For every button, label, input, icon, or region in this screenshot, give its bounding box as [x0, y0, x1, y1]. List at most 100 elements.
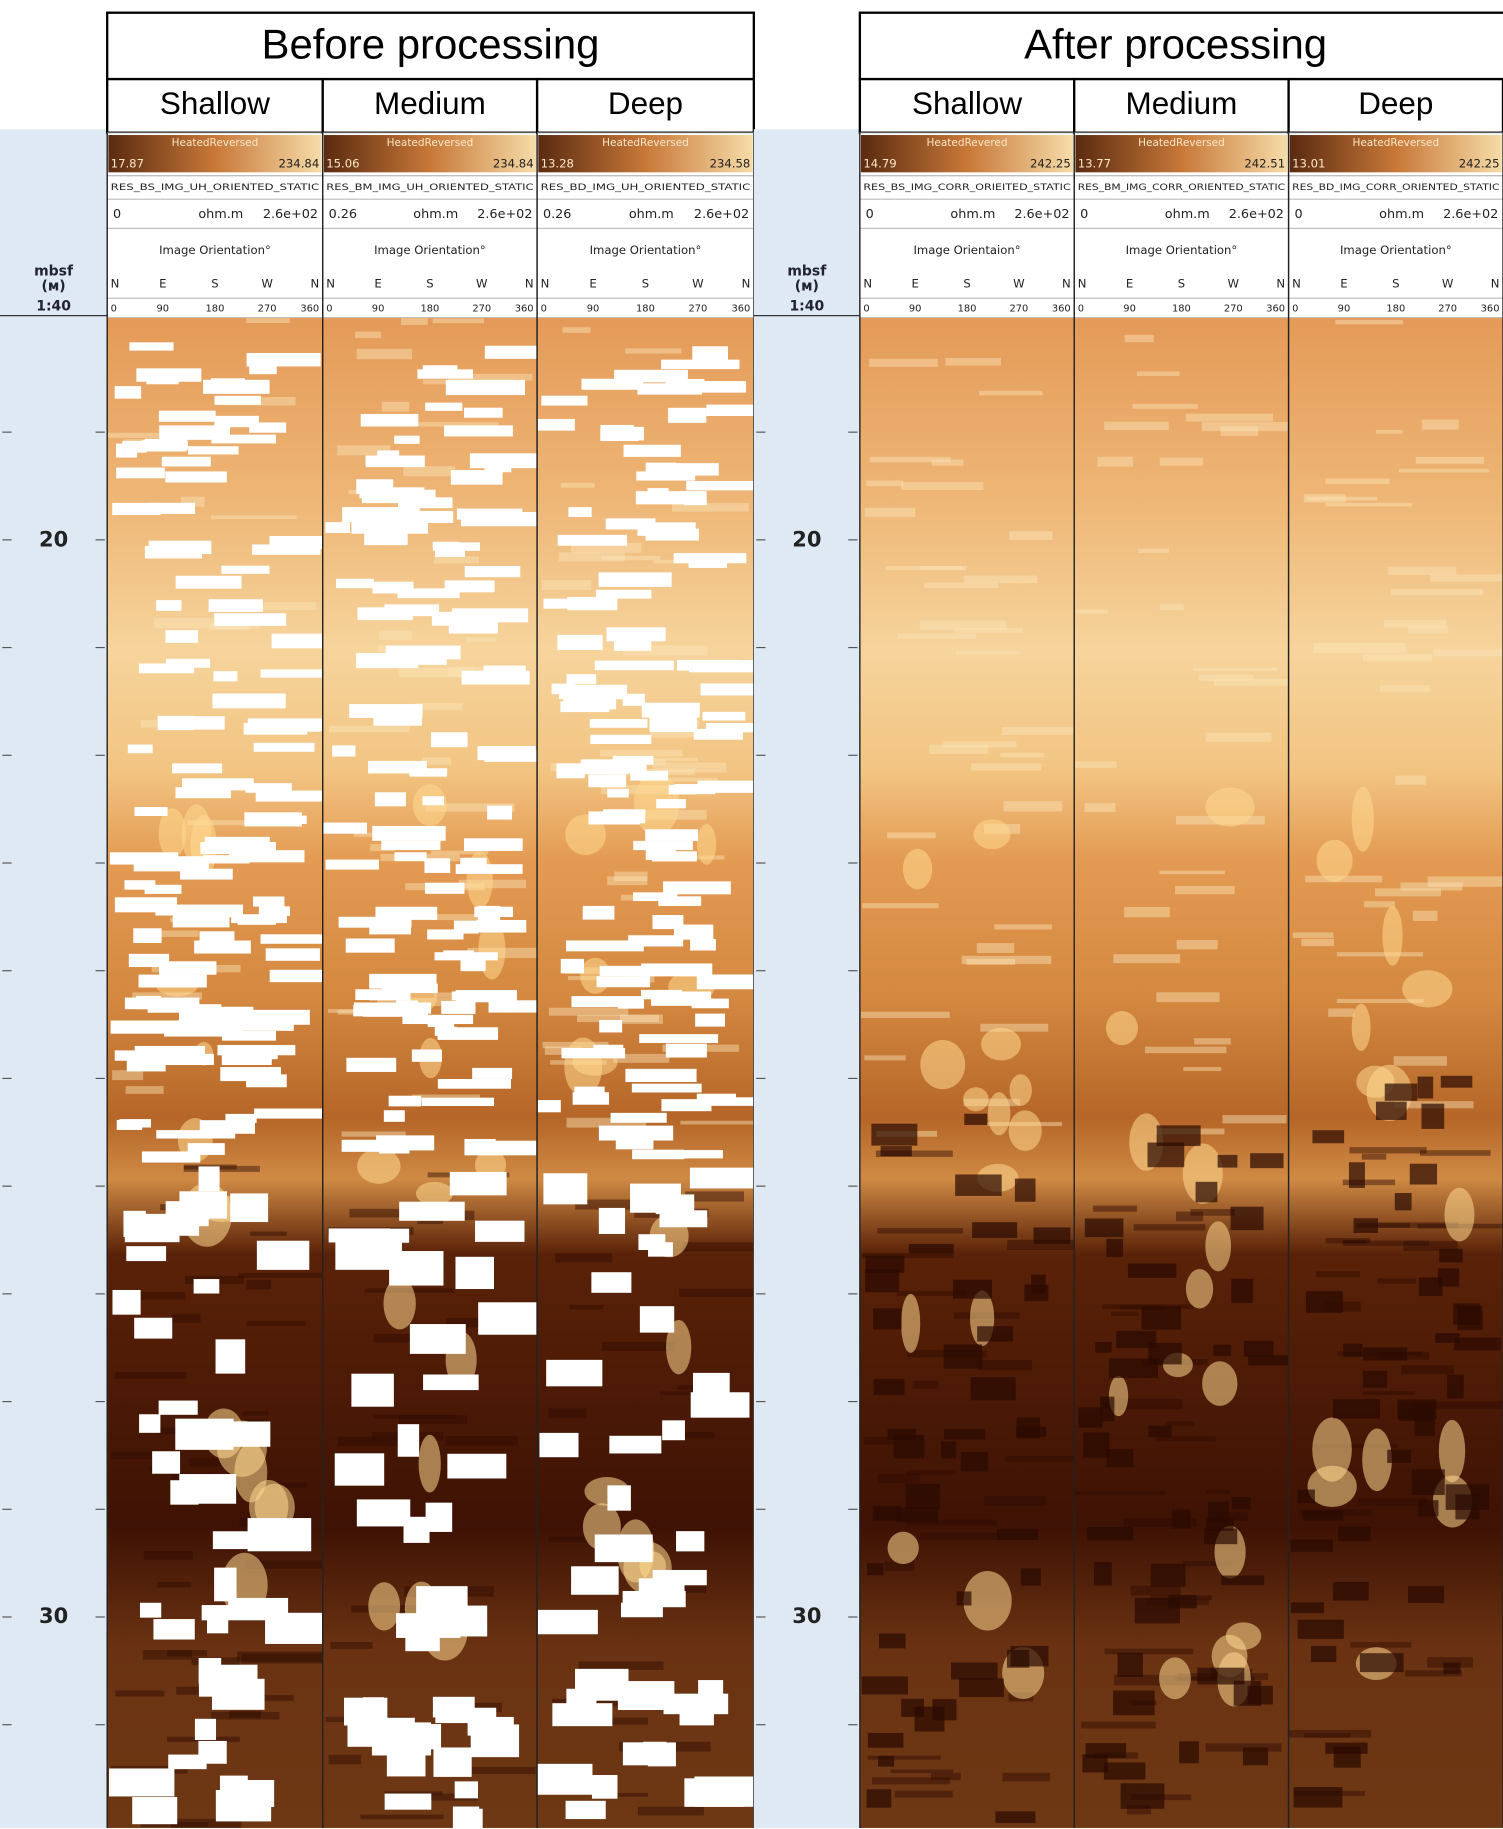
orientation-title: Image Orientation°: [1340, 243, 1452, 257]
bright-spot: [1202, 1361, 1238, 1406]
gap-block: [186, 1006, 254, 1021]
scale-min: 0: [1080, 207, 1088, 222]
bright-spot: [1009, 1074, 1032, 1106]
compass-label: N: [1292, 277, 1301, 291]
gap-block: [594, 1534, 653, 1563]
gap-block: [546, 1359, 603, 1387]
texture-streak: [1001, 727, 1093, 735]
gap-block: [141, 1151, 201, 1163]
texture-streak: [1175, 1211, 1204, 1222]
bright-spot: [902, 848, 933, 890]
gap-block: [572, 1092, 610, 1105]
gap-block: [399, 1201, 465, 1221]
gap-block: [435, 1707, 497, 1724]
panel-title-box: [858, 11, 1503, 81]
gap-block: [425, 1502, 453, 1532]
gap-block: [427, 929, 464, 940]
gap-block: [571, 996, 643, 1008]
dark-block: [1290, 1602, 1324, 1614]
gap-block: [593, 1044, 624, 1057]
compass-label: N: [1276, 277, 1285, 291]
texture-streak: [1130, 1585, 1181, 1596]
compass-label: S: [963, 277, 970, 291]
dark-block: [1325, 1742, 1368, 1754]
dark-block: [1206, 1518, 1234, 1531]
texture-streak: [1159, 870, 1225, 875]
dark-block: [866, 1563, 884, 1576]
gap-block: [362, 1002, 420, 1017]
gap-block: [364, 532, 408, 546]
color-min: 14.79: [863, 157, 896, 171]
gap-block: [116, 467, 165, 479]
texture-streak: [1377, 1278, 1417, 1284]
gap-block: [575, 1668, 629, 1701]
texture-streak: [901, 481, 984, 491]
dark-block: [1233, 1680, 1262, 1706]
degree-label: 90: [1123, 304, 1136, 315]
gap-block: [464, 1139, 496, 1154]
texture-streak: [1292, 932, 1334, 938]
dark-block: [1172, 1509, 1191, 1529]
curve-name: RES_BD_IMG_UH_ORIENTED_STATIC: [541, 183, 751, 193]
depth-header: mbsf: [34, 263, 74, 279]
gap-block: [411, 1049, 442, 1062]
gap-block: [161, 456, 211, 467]
dark-block: [1014, 1178, 1036, 1202]
dark-block: [960, 1452, 989, 1472]
gap-block: [269, 969, 333, 983]
gap-block: [444, 425, 513, 437]
gap-block: [424, 882, 465, 894]
texture-streak: [977, 1359, 1033, 1371]
dark-block: [893, 1434, 925, 1459]
texture-streak: [1007, 1239, 1096, 1250]
gap-block: [357, 607, 413, 621]
gap-block: [417, 369, 473, 379]
scale-min: 0.26: [543, 207, 572, 222]
gap-block: [674, 784, 716, 795]
gap-block: [690, 938, 716, 951]
gap-block: [437, 1078, 511, 1089]
gap-block: [424, 858, 451, 873]
gap-block: [689, 1167, 758, 1189]
texture-streak: [637, 1806, 704, 1816]
gap-block: [170, 1480, 199, 1505]
texture-streak: [862, 903, 939, 909]
gap-block: [453, 920, 479, 934]
texture-streak: [640, 777, 718, 782]
gap-block: [159, 961, 217, 975]
curve-name: RES_BD_IMG_CORR_ORIENTED_STATIC: [1292, 183, 1499, 193]
texture-streak: [943, 741, 1017, 748]
texture-streak: [672, 503, 750, 512]
bright-spot: [158, 808, 187, 859]
texture-streak: [607, 876, 648, 886]
compass-label: N: [525, 277, 534, 291]
texture-streak: [1165, 1421, 1195, 1427]
gap-block: [271, 633, 336, 649]
texture-streak: [1104, 1648, 1194, 1655]
texture-streak: [650, 729, 695, 738]
panel-title-box: [106, 11, 755, 81]
dark-block: [1353, 1218, 1379, 1233]
texture-streak: [869, 358, 938, 367]
depth-label: 30: [792, 1604, 821, 1628]
dark-block: [1109, 1358, 1158, 1378]
orientation-title: Image Orientation°: [1126, 243, 1238, 257]
dark-block: [1031, 1274, 1046, 1294]
gap-block: [656, 799, 686, 809]
texture-streak: [341, 1131, 406, 1137]
gap-block: [199, 931, 235, 944]
texture-streak: [398, 667, 474, 678]
texture-streak: [869, 456, 951, 463]
dark-block: [1447, 1374, 1464, 1399]
texture-streak: [249, 1231, 287, 1236]
texture-streak: [210, 515, 297, 520]
gap-block: [148, 502, 196, 514]
gap-block: [229, 845, 260, 860]
texture-streak: [625, 348, 682, 354]
texture-streak: [623, 645, 708, 656]
gap-block: [156, 600, 182, 611]
texture-streak: [1176, 940, 1218, 950]
gap-block: [376, 1135, 435, 1151]
dark-block: [1418, 1500, 1439, 1517]
texture-streak: [246, 1279, 272, 1290]
